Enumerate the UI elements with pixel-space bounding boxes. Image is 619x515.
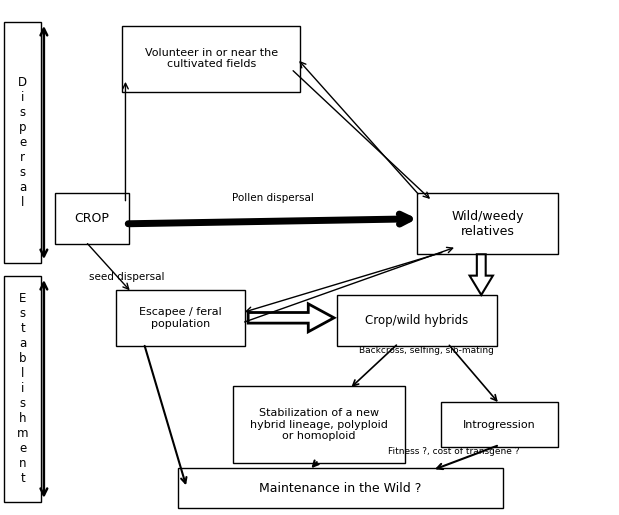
Text: Stabilization of a new
hybrid lineage, polyploid
or homoploid: Stabilization of a new hybrid lineage, p… bbox=[249, 408, 387, 441]
FancyBboxPatch shape bbox=[123, 26, 300, 92]
Text: Maintenance in the Wild ?: Maintenance in the Wild ? bbox=[259, 482, 422, 494]
FancyBboxPatch shape bbox=[233, 386, 405, 462]
FancyBboxPatch shape bbox=[4, 22, 41, 264]
Text: D
i
s
p
e
r
s
a
l: D i s p e r s a l bbox=[18, 76, 27, 209]
FancyBboxPatch shape bbox=[4, 276, 41, 502]
FancyBboxPatch shape bbox=[337, 295, 496, 346]
Text: Volunteer in or near the
cultivated fields: Volunteer in or near the cultivated fiel… bbox=[145, 48, 278, 70]
Text: Crop/wild hybrids: Crop/wild hybrids bbox=[365, 314, 469, 327]
Text: Backcross, selfing, sib-mating: Backcross, selfing, sib-mating bbox=[358, 346, 493, 355]
FancyBboxPatch shape bbox=[417, 193, 558, 254]
Text: seed dispersal: seed dispersal bbox=[89, 272, 164, 282]
Text: E
s
t
a
b
l
i
s
h
m
e
n
t: E s t a b l i s h m e n t bbox=[17, 293, 28, 486]
Text: Introgression: Introgression bbox=[463, 420, 536, 430]
Text: Pollen dispersal: Pollen dispersal bbox=[232, 194, 314, 203]
Text: Escapee / feral
population: Escapee / feral population bbox=[139, 307, 222, 329]
FancyBboxPatch shape bbox=[116, 290, 245, 346]
Text: CROP: CROP bbox=[74, 212, 109, 225]
Polygon shape bbox=[470, 254, 493, 295]
FancyBboxPatch shape bbox=[441, 402, 558, 448]
Text: Wild/weedy
relatives: Wild/weedy relatives bbox=[451, 210, 524, 238]
FancyBboxPatch shape bbox=[55, 193, 129, 244]
Polygon shape bbox=[248, 304, 334, 332]
Text: Fitness ?, cost of transgene ?: Fitness ?, cost of transgene ? bbox=[388, 448, 519, 456]
FancyBboxPatch shape bbox=[178, 468, 503, 508]
